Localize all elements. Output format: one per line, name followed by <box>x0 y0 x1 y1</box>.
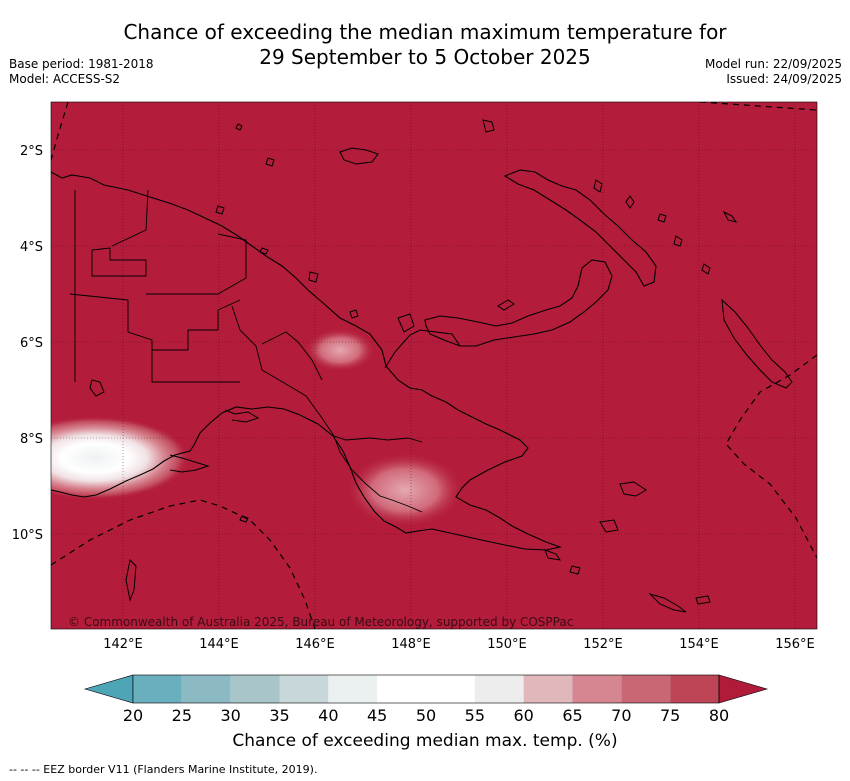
colorbar-tick-label: 60 <box>513 706 533 725</box>
eez-borders <box>51 102 817 629</box>
lat-label-10s: 10°S <box>12 528 43 543</box>
lon-labels: 142°E 144°E 146°E 148°E 150°E 152°E 154°… <box>103 637 815 652</box>
footnote-eez: -- -- -- EEZ border V11 (Flanders Marine… <box>9 763 318 776</box>
province-boundaries <box>69 189 423 513</box>
colorbar-tick-label: 30 <box>220 706 240 725</box>
colorbar-tick-label: 70 <box>611 706 631 725</box>
warm-anomaly-south <box>345 452 465 528</box>
map-title: Chance of exceeding the median maximum t… <box>0 20 850 70</box>
island-bougainville <box>721 298 793 389</box>
colorbar-tick-label: 45 <box>367 706 387 725</box>
colorbar-frame <box>132 674 720 704</box>
colorbar-tick-label: 25 <box>172 706 192 725</box>
lat-labels: 2°S 4°S 6°S 8°S 10°S <box>12 144 43 543</box>
lon-label-152e: 152°E <box>583 637 623 652</box>
warm-anomaly-west <box>51 416 190 500</box>
colorbar-segment <box>181 675 231 703</box>
lat-label-6s: 6°S <box>20 336 43 351</box>
colorbar-segment <box>474 675 524 703</box>
colorbar-segment <box>377 675 426 703</box>
title-line-2: 29 September to 5 October 2025 <box>259 45 591 69</box>
model-run-text: Model run: 22/09/2025 <box>704 57 842 71</box>
island-manus <box>339 147 379 165</box>
gridlines <box>51 102 817 629</box>
lon-label-154e: 154°E <box>679 637 719 652</box>
colorbar-under-arrow <box>83 674 134 704</box>
warm-anomaly-north <box>304 328 376 372</box>
colorbar-tick-label: 55 <box>465 706 485 725</box>
lon-label-146e: 146°E <box>295 637 335 652</box>
map-background <box>51 102 817 629</box>
colorbar-segment <box>426 675 475 703</box>
lon-label-144e: 144°E <box>199 637 239 652</box>
lon-label-148e: 148°E <box>391 637 431 652</box>
island-new-ireland <box>503 169 657 287</box>
meta-right: Model run: 22/09/2025 Issued: 24/09/2025 <box>705 57 842 87</box>
colorbar-tick-label: 75 <box>660 706 680 725</box>
colorbar-segment <box>621 675 671 703</box>
colorbar-tick-label: 35 <box>269 706 289 725</box>
coastline-new-guinea <box>51 171 563 551</box>
small-islands <box>89 119 738 613</box>
colorbar-segment <box>279 675 329 703</box>
lon-label-156e: 156°E <box>775 637 815 652</box>
colorbar-tick-label: 40 <box>318 706 338 725</box>
lat-label-4s: 4°S <box>20 240 43 255</box>
colorbar-title: Chance of exceeding median max. temp. (%… <box>232 731 618 751</box>
colorbar-tick-label: 65 <box>562 706 582 725</box>
meta-left: Base period: 1981-2018 Model: ACCESS-S2 <box>9 57 154 87</box>
title-line-1: Chance of exceeding the median maximum t… <box>123 20 727 44</box>
colorbar-segment <box>572 675 622 703</box>
colorbar-segment <box>523 675 573 703</box>
map-frame <box>50 101 818 630</box>
colorbar-tick-label: 80 <box>709 706 729 725</box>
lat-label-2s: 2°S <box>20 144 43 159</box>
coastline-north-coast <box>384 329 461 369</box>
colorbar-segment <box>133 675 182 703</box>
lat-label-8s: 8°S <box>20 432 43 447</box>
issued-text: Issued: 24/09/2025 <box>726 72 842 86</box>
island-new-britain <box>424 259 613 347</box>
colorbar-over-arrow <box>718 674 769 704</box>
model-text: Model: ACCESS-S2 <box>9 72 121 86</box>
lon-label-150e: 150°E <box>487 637 527 652</box>
coastline-south-detail <box>169 409 260 473</box>
copyright-text: © Commonwealth of Australia 2025, Bureau… <box>68 615 573 629</box>
colorbar-tick-label: 50 <box>416 706 436 725</box>
lon-label-142e: 142°E <box>103 637 143 652</box>
colorbar-segment <box>670 675 719 703</box>
colorbar: 20 25 30 35 40 45 50 55 60 65 70 75 80 <box>83 674 769 725</box>
colorbar-tick-label: 20 <box>123 706 143 725</box>
base-period-text: Base period: 1981-2018 <box>9 57 154 71</box>
colorbar-segment <box>328 675 378 703</box>
colorbar-segment <box>230 675 280 703</box>
